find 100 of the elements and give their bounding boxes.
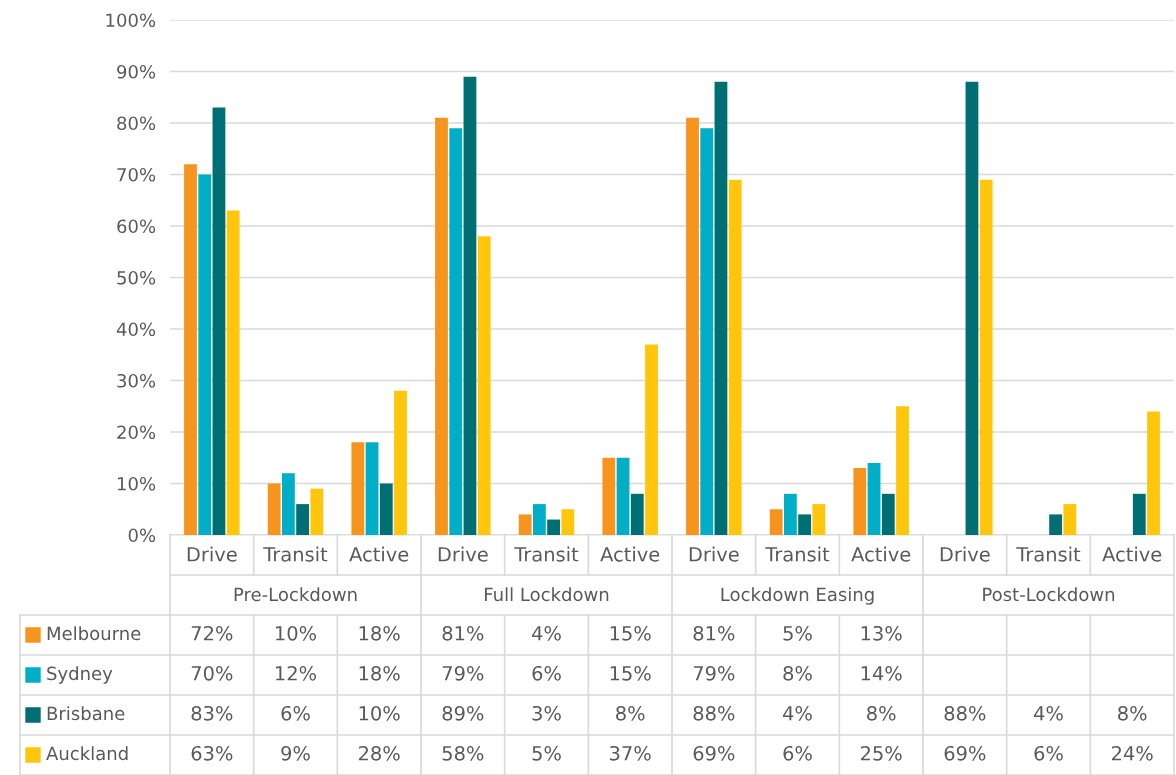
bar	[379, 483, 393, 535]
bar	[979, 179, 993, 535]
data-label: 4%	[783, 705, 812, 721]
bar	[728, 179, 742, 535]
bar	[1063, 504, 1077, 535]
data-label: 70%	[191, 665, 233, 681]
x-tick-label: Transit	[263, 546, 328, 562]
data-label: 69%	[944, 745, 986, 761]
data-label: 69%	[693, 745, 735, 761]
y-tick-label: 80%	[117, 116, 156, 131]
bar	[700, 128, 714, 535]
text: Post-Lockdown	[983, 587, 1115, 602]
data-label: 18%	[359, 625, 400, 641]
bar	[198, 174, 212, 535]
data-label: 79%	[693, 665, 735, 681]
bar	[226, 210, 240, 535]
x-tick-label: Active	[349, 546, 409, 562]
bar	[645, 344, 658, 535]
y-tick-label: 60%	[117, 219, 156, 234]
data-label: 8%	[867, 705, 896, 721]
bar	[281, 473, 295, 535]
bar	[896, 406, 909, 535]
data-label: 81%	[442, 625, 484, 641]
y-tick-label: 50%	[117, 270, 156, 285]
data-label: 88%	[944, 705, 986, 721]
data-label: 6%	[281, 705, 310, 721]
y-tick-label: 0%	[128, 528, 156, 543]
x-tick-label: Transit	[765, 546, 830, 562]
bar	[616, 457, 630, 535]
data-label: 72%	[191, 625, 233, 641]
y-tick-label: 90%	[117, 64, 156, 79]
x-tick-label: Drive	[187, 546, 237, 562]
legend-label: Brisbane	[47, 706, 125, 721]
data-label: 15%	[610, 625, 651, 641]
data-label: 14%	[861, 665, 902, 681]
data-label: 88%	[693, 705, 735, 721]
bar	[296, 504, 310, 535]
bar	[965, 81, 979, 535]
data-label: 4%	[532, 625, 561, 641]
x-tick-label: Drive	[689, 546, 739, 562]
data-label: 25%	[860, 745, 902, 761]
bar	[812, 504, 826, 535]
data-label: 81%	[693, 625, 735, 641]
bar	[463, 76, 477, 535]
data-label: 15%	[610, 665, 651, 681]
text: Lockdown Easing	[721, 587, 874, 605]
bar	[351, 442, 365, 535]
bar	[435, 117, 448, 535]
bar	[853, 468, 867, 535]
data-label: 63%	[191, 745, 233, 761]
data-label: 6%	[1034, 745, 1063, 761]
bar	[867, 462, 881, 535]
y-tick-label: 40%	[116, 322, 156, 337]
data-label: 89%	[442, 705, 484, 721]
x-tick-label: Drive	[438, 546, 488, 562]
legend-label: Sydney	[47, 666, 113, 684]
legend-label: Auckland	[46, 746, 128, 761]
text: Full Lockdown	[485, 587, 609, 602]
bar	[561, 509, 575, 535]
bar	[798, 514, 812, 535]
data-label: 12%	[276, 665, 317, 681]
bar	[769, 509, 783, 535]
data-label: 8%	[1118, 705, 1147, 721]
data-label: 6%	[532, 665, 561, 681]
x-tick-label: Active	[600, 546, 660, 562]
bar	[267, 483, 281, 535]
bar	[1049, 514, 1063, 535]
bar	[602, 457, 616, 535]
y-tick-label: 30%	[117, 373, 156, 388]
bar	[310, 488, 324, 535]
bar	[1132, 493, 1146, 535]
data-label: 9%	[281, 745, 310, 761]
data-label: 8%	[616, 705, 645, 721]
data-label: 8%	[783, 665, 812, 681]
bar	[518, 514, 532, 535]
x-tick-label: Transit	[1016, 546, 1081, 562]
data-label: 4%	[1034, 705, 1063, 721]
y-tick-label: 70%	[117, 167, 156, 182]
data-label: 13%	[861, 625, 902, 641]
data-label: 5%	[783, 625, 812, 641]
bar	[394, 390, 407, 535]
bar	[881, 493, 895, 535]
x-tick-label: Drive	[940, 546, 990, 562]
bar	[686, 117, 699, 535]
data-label: 58%	[442, 745, 484, 761]
bar	[449, 128, 463, 535]
data-label: 5%	[532, 745, 561, 761]
bar	[783, 493, 797, 535]
data-label: 6%	[783, 745, 812, 761]
y-tick-label: 20%	[117, 425, 156, 440]
bar	[532, 504, 546, 535]
bar	[212, 107, 226, 535]
x-tick-label: Active	[851, 546, 911, 562]
y-tick-label: 100%	[106, 13, 156, 28]
bar	[1147, 411, 1160, 535]
data-label: 10%	[359, 705, 400, 721]
y-tick-label: 10%	[117, 476, 156, 491]
bar	[365, 442, 379, 535]
x-tick-label: Active	[1102, 546, 1162, 562]
bar	[184, 164, 197, 535]
